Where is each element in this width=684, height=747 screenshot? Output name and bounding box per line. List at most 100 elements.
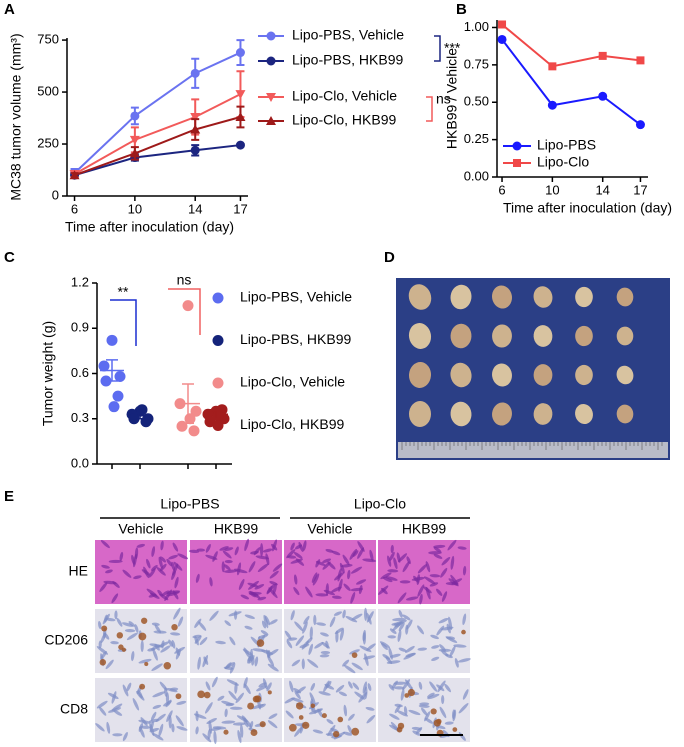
nucleus — [261, 620, 267, 629]
nucleus — [205, 702, 213, 714]
series-line — [74, 116, 241, 177]
nucleus — [150, 711, 157, 721]
nucleus — [348, 681, 353, 689]
nucleus — [104, 614, 108, 623]
stained-cell — [118, 644, 124, 650]
data-point — [190, 405, 202, 417]
y-axis-label: HKB99 / Vehicle — [444, 48, 460, 149]
tumor — [616, 287, 634, 307]
nucleus — [315, 560, 326, 566]
nucleus — [136, 691, 145, 701]
annotation: *** — [444, 40, 461, 56]
stained-cell — [302, 721, 310, 729]
nucleus — [387, 569, 399, 573]
nucleus — [457, 546, 467, 550]
nucleus — [320, 651, 331, 655]
tumor — [450, 362, 472, 388]
nucleus — [195, 573, 200, 583]
nucleus — [425, 586, 431, 600]
nucleus — [400, 689, 405, 701]
legend-label: Lipo-Clo, Vehicle — [240, 374, 345, 390]
stain-label: CD206 — [44, 632, 88, 648]
nucleus — [388, 684, 395, 691]
nucleus — [260, 630, 269, 636]
nucleus — [164, 589, 172, 602]
nucleus — [331, 550, 341, 556]
nucleus — [140, 717, 148, 727]
y-axis-label: MC38 tumor volume (mm³) — [8, 33, 24, 200]
stained-cell — [252, 695, 260, 703]
nucleus — [194, 635, 199, 646]
nucleus — [348, 713, 355, 721]
nucleus — [427, 693, 440, 700]
nucleus — [397, 710, 409, 717]
nucleus — [224, 620, 231, 627]
nucleus — [229, 706, 243, 710]
tumor — [450, 323, 472, 349]
nucleus — [351, 662, 363, 671]
nucleus — [136, 543, 146, 548]
legend-marker — [212, 335, 224, 346]
nucleus — [95, 723, 105, 732]
treatment-header: Vehicle — [307, 521, 352, 537]
nucleus — [243, 677, 248, 689]
legend-marker — [513, 159, 521, 167]
y-tick-label: 0.00 — [464, 168, 489, 183]
nucleus — [146, 588, 158, 598]
y-tick-label: 0.25 — [464, 131, 489, 146]
tumor — [616, 404, 634, 424]
nucleus — [419, 593, 423, 605]
y-tick-label: 0.75 — [464, 56, 489, 71]
y-tick-label: 0.0 — [71, 455, 89, 470]
series-line — [74, 93, 241, 176]
nucleus — [449, 645, 456, 657]
nucleus — [266, 682, 272, 692]
nucleus — [462, 689, 469, 700]
tumor — [492, 285, 512, 309]
nucleus — [333, 611, 343, 616]
nucleus — [133, 575, 142, 580]
legend-marker — [266, 56, 276, 66]
nucleus — [319, 654, 330, 658]
nucleus — [294, 690, 301, 700]
nucleus — [139, 726, 145, 738]
nucleus — [148, 718, 160, 723]
stained-cell — [430, 708, 437, 715]
data-point — [176, 420, 188, 432]
nucleus — [257, 563, 269, 573]
nucleus — [254, 656, 259, 667]
bracket — [168, 288, 201, 335]
marker — [547, 100, 557, 110]
nucleus — [325, 548, 334, 553]
nucleus — [269, 580, 278, 586]
stain-label: HE — [69, 563, 88, 579]
y-tick-label: 500 — [37, 83, 59, 98]
nucleus — [159, 563, 167, 572]
annotation: ** — [118, 284, 129, 300]
nucleus — [290, 542, 295, 551]
nucleus — [382, 577, 393, 583]
nucleus — [430, 634, 439, 640]
nucleus — [267, 663, 279, 672]
nucleus — [143, 566, 150, 579]
nucleus — [107, 692, 119, 700]
ruler — [398, 442, 668, 458]
nucleus — [341, 564, 353, 568]
nucleus — [363, 655, 376, 660]
nucleus — [177, 553, 189, 560]
tumor — [533, 286, 553, 308]
stained-cell — [337, 716, 344, 723]
data-point — [112, 390, 124, 402]
nucleus — [326, 719, 334, 725]
nucleus — [289, 680, 294, 693]
nucleus — [312, 573, 320, 586]
data-point — [136, 404, 148, 416]
nucleus — [366, 714, 376, 724]
nucleus — [258, 682, 267, 688]
nucleus — [284, 697, 295, 704]
legend-label: Lipo-PBS, Vehicle — [292, 27, 404, 43]
nucleus — [126, 632, 138, 641]
nucleus — [293, 587, 300, 596]
stained-cell — [171, 623, 178, 631]
